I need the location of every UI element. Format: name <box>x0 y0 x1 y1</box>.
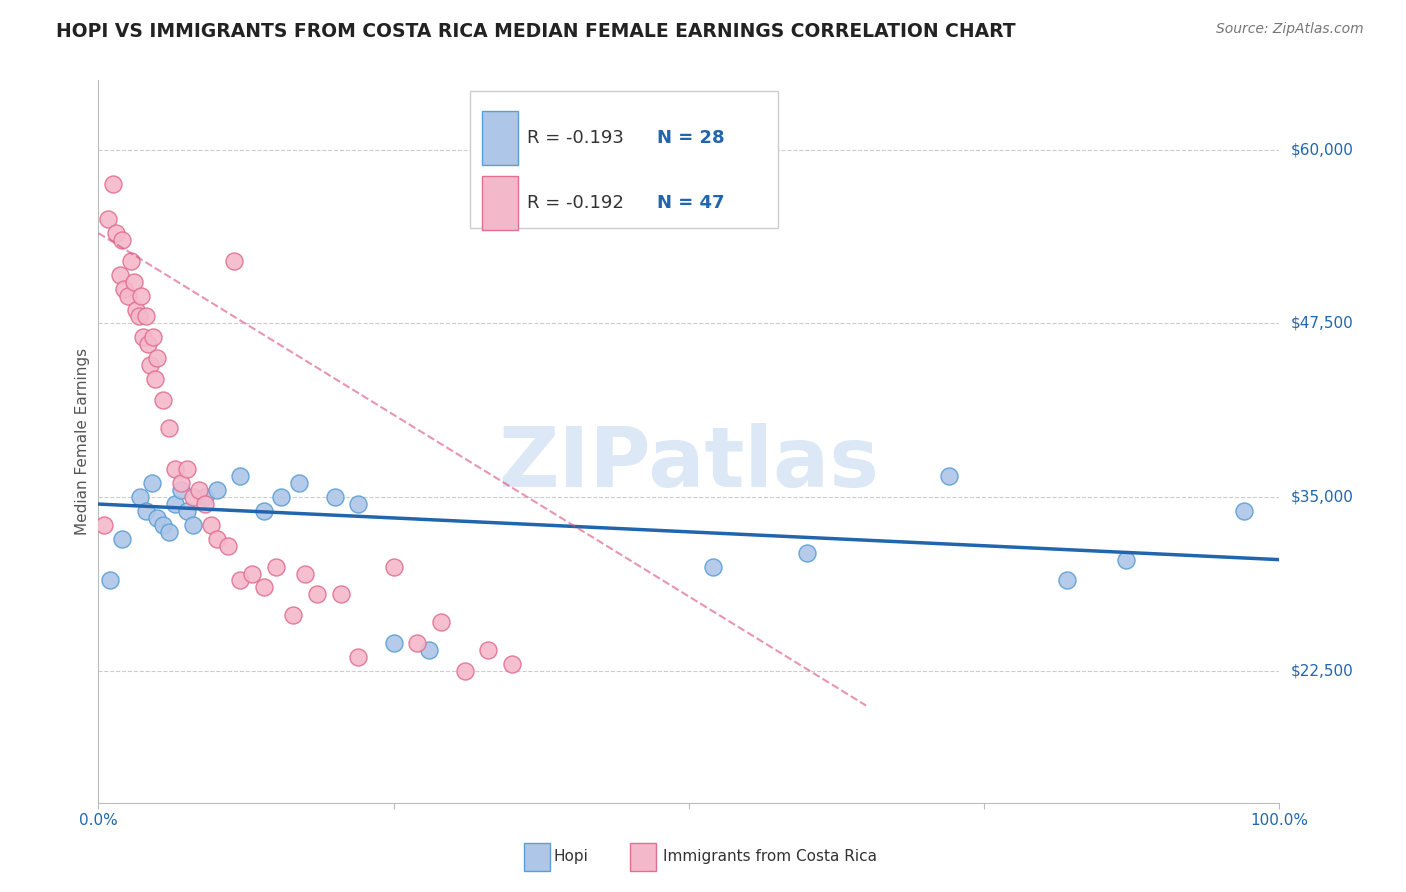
Point <box>205 532 228 546</box>
Point <box>229 574 252 588</box>
Text: N = 28: N = 28 <box>657 129 724 147</box>
Point <box>101 178 124 192</box>
Point <box>1115 552 1137 566</box>
Point <box>217 539 239 553</box>
Point <box>128 310 150 324</box>
Point <box>501 657 523 671</box>
Point <box>477 643 499 657</box>
Point <box>125 302 148 317</box>
Bar <box>482 111 517 165</box>
Text: N = 47: N = 47 <box>657 194 724 212</box>
Point <box>418 643 440 657</box>
Point <box>128 490 150 504</box>
Point <box>132 330 155 344</box>
Point <box>152 517 174 532</box>
Point <box>288 476 311 491</box>
Point <box>176 462 198 476</box>
Text: HOPI VS IMMIGRANTS FROM COSTA RICA MEDIAN FEMALE EARNINGS CORRELATION CHART: HOPI VS IMMIGRANTS FROM COSTA RICA MEDIA… <box>56 22 1017 41</box>
Point <box>224 253 246 268</box>
Point <box>157 524 180 539</box>
Point <box>194 497 217 511</box>
Point <box>146 511 169 525</box>
Point <box>176 504 198 518</box>
Point <box>264 559 287 574</box>
Point <box>121 253 143 268</box>
Point <box>157 420 180 434</box>
Point <box>205 483 228 498</box>
Point <box>165 462 187 476</box>
Point <box>283 608 305 623</box>
Point <box>181 517 204 532</box>
Point <box>702 559 724 574</box>
Text: $60,000: $60,000 <box>1291 142 1354 157</box>
Point <box>146 351 169 366</box>
Point <box>187 483 209 498</box>
Bar <box>523 843 550 871</box>
Point <box>142 330 165 344</box>
Point <box>108 268 131 282</box>
Point <box>152 392 174 407</box>
Point <box>382 559 405 574</box>
Text: $22,500: $22,500 <box>1291 664 1354 678</box>
Point <box>253 581 276 595</box>
Point <box>93 517 115 532</box>
Point <box>135 310 157 324</box>
Point <box>270 490 292 504</box>
Text: Source: ZipAtlas.com: Source: ZipAtlas.com <box>1216 22 1364 37</box>
Point <box>347 497 370 511</box>
Point <box>129 288 152 302</box>
Point <box>938 469 960 483</box>
Point <box>111 233 134 247</box>
Point <box>139 358 162 372</box>
Point <box>1233 504 1256 518</box>
Point <box>323 490 346 504</box>
Point <box>1056 574 1078 588</box>
Point <box>406 636 429 650</box>
Point <box>240 566 263 581</box>
Point <box>305 587 328 601</box>
Text: $35,000: $35,000 <box>1291 490 1354 505</box>
Point <box>135 504 157 518</box>
Point <box>98 574 121 588</box>
Point <box>181 490 204 504</box>
Point <box>97 212 120 227</box>
Point <box>430 615 453 630</box>
Point <box>122 275 145 289</box>
Y-axis label: Median Female Earnings: Median Female Earnings <box>75 348 90 535</box>
Text: Immigrants from Costa Rica: Immigrants from Costa Rica <box>664 849 877 864</box>
Point <box>112 282 135 296</box>
Bar <box>630 843 655 871</box>
Text: ZIPatlas: ZIPatlas <box>499 423 879 504</box>
Point <box>294 566 316 581</box>
FancyBboxPatch shape <box>471 91 778 228</box>
Text: R = -0.193: R = -0.193 <box>527 129 624 147</box>
Bar <box>482 176 517 230</box>
Point <box>347 649 370 664</box>
Point <box>453 664 475 678</box>
Point <box>796 546 818 560</box>
Point <box>382 636 405 650</box>
Point <box>136 337 159 351</box>
Point <box>105 226 128 240</box>
Text: $47,500: $47,500 <box>1291 316 1354 331</box>
Point <box>111 532 134 546</box>
Point <box>143 372 166 386</box>
Point <box>253 504 276 518</box>
Point <box>117 288 139 302</box>
Point <box>141 476 163 491</box>
Point <box>170 483 193 498</box>
Point <box>194 490 217 504</box>
Text: R = -0.192: R = -0.192 <box>527 194 624 212</box>
Point <box>165 497 187 511</box>
Point <box>170 476 193 491</box>
Point <box>229 469 252 483</box>
Text: Hopi: Hopi <box>553 849 588 864</box>
Point <box>200 517 222 532</box>
Point <box>329 587 352 601</box>
